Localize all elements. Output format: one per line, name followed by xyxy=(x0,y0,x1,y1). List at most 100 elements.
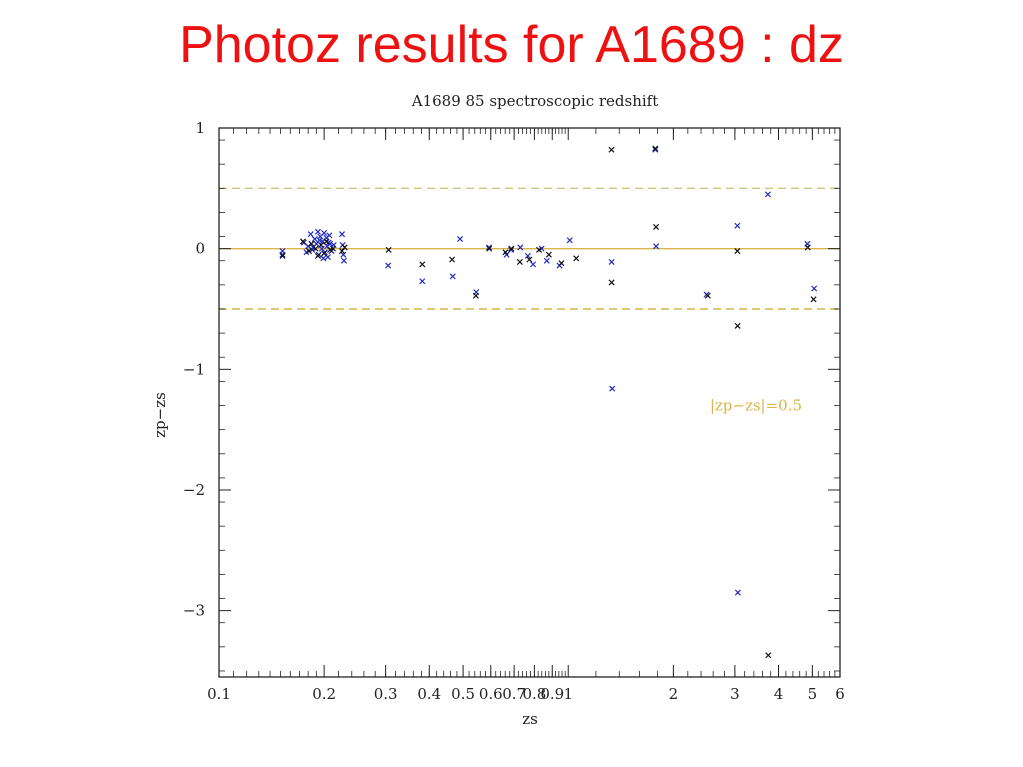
data-point xyxy=(320,255,327,262)
data-point-stroke xyxy=(318,242,325,249)
data-point xyxy=(526,256,533,263)
data-point-stroke xyxy=(340,251,347,258)
data-point-stroke xyxy=(653,243,660,250)
data-point xyxy=(314,228,321,235)
x-tick-label: 5 xyxy=(808,685,818,703)
data-point xyxy=(308,240,315,247)
data-point-stroke xyxy=(516,258,523,265)
data-point-stroke xyxy=(734,589,741,596)
data-point-stroke xyxy=(321,250,328,257)
data-point-stroke xyxy=(314,252,321,259)
data-point xyxy=(307,231,314,238)
data-point-stroke xyxy=(338,248,346,255)
data-point xyxy=(321,229,328,236)
data-point xyxy=(323,238,330,245)
data-point xyxy=(340,257,348,264)
data-point xyxy=(385,246,392,253)
x-tick-label: 0.9 xyxy=(540,685,564,703)
data-point xyxy=(811,285,818,292)
data-point-stroke xyxy=(608,258,615,265)
data-point-stroke xyxy=(704,292,711,299)
data-point-stroke xyxy=(503,251,510,258)
data-point-stroke xyxy=(472,292,479,299)
data-point-stroke xyxy=(419,261,426,268)
data-point xyxy=(734,222,741,229)
data-point-stroke xyxy=(449,256,456,263)
data-point-stroke xyxy=(457,235,464,243)
data-point-stroke xyxy=(609,385,616,392)
data-point xyxy=(279,251,286,258)
data-point xyxy=(652,145,659,152)
data-point xyxy=(305,248,313,255)
data-point xyxy=(338,248,346,255)
data-point-stroke xyxy=(545,251,552,258)
data-point-stroke xyxy=(325,239,332,246)
data-point xyxy=(536,246,543,253)
data-point xyxy=(279,252,286,259)
data-point xyxy=(653,243,660,250)
data-point xyxy=(608,258,615,265)
data-point-stroke xyxy=(314,228,321,235)
y-axis-label: zp−zs xyxy=(151,392,169,438)
data-point xyxy=(338,231,346,238)
x-tick-label: 0.1 xyxy=(207,685,231,703)
data-point xyxy=(449,256,456,263)
data-point xyxy=(299,238,307,245)
data-point xyxy=(340,251,347,258)
x-tick-label: 4 xyxy=(774,685,784,703)
data-point-stroke xyxy=(321,229,328,236)
x-tick-label: 2 xyxy=(669,685,679,703)
data-point-stroke xyxy=(543,257,550,264)
data-point xyxy=(573,255,580,262)
data-point-stroke xyxy=(810,296,817,303)
data-point xyxy=(545,251,552,258)
data-point xyxy=(318,242,325,249)
data-point xyxy=(530,261,537,268)
data-point-stroke xyxy=(608,146,615,153)
x-tick-label: 0.3 xyxy=(374,685,398,703)
data-point-stroke xyxy=(419,278,426,285)
x-tick-label: 0.7 xyxy=(502,685,526,703)
data-point-stroke xyxy=(305,243,312,250)
data-point-stroke xyxy=(323,238,330,245)
data-point-stroke xyxy=(508,245,515,252)
data-point xyxy=(312,245,319,252)
data-point xyxy=(653,223,660,230)
data-point-stroke xyxy=(734,222,741,229)
data-point-stroke xyxy=(526,256,533,263)
data-point xyxy=(608,279,615,286)
plot-frame xyxy=(218,127,841,678)
data-point xyxy=(486,245,493,252)
y-tick-label: −2 xyxy=(183,481,205,499)
data-point-stroke xyxy=(566,237,573,244)
data-point xyxy=(321,250,328,257)
data-point xyxy=(449,273,456,280)
slide-title: Photoz results for A1689 : dz xyxy=(179,16,844,74)
data-point-stroke xyxy=(653,223,660,230)
data-point xyxy=(341,244,348,251)
data-point-stroke xyxy=(340,257,348,264)
y-tick-label: −1 xyxy=(183,360,205,378)
data-point-stroke xyxy=(449,273,456,280)
x-axis-label: zs xyxy=(522,710,538,728)
data-point xyxy=(558,260,565,267)
data-point-stroke xyxy=(573,255,580,262)
data-point-stroke xyxy=(320,255,327,262)
threshold-annotation: |zp−zs|=0.5 xyxy=(710,397,802,415)
data-point-stroke xyxy=(764,191,771,198)
data-point xyxy=(457,235,464,243)
data-point-stroke xyxy=(305,248,313,255)
data-point-stroke xyxy=(765,652,772,659)
data-point-stroke xyxy=(536,246,543,253)
data-point xyxy=(566,237,573,244)
data-point-stroke xyxy=(517,244,524,251)
data-point-stroke xyxy=(385,262,392,269)
y-tick-label: −3 xyxy=(183,602,205,620)
x-tick-label: 0.5 xyxy=(451,685,475,703)
data-point-stroke xyxy=(530,261,537,268)
data-point xyxy=(419,261,426,268)
data-point-stroke xyxy=(811,285,818,292)
x-tick-label: 6 xyxy=(835,685,845,703)
data-point-stroke xyxy=(308,240,315,247)
data-point xyxy=(311,235,318,243)
